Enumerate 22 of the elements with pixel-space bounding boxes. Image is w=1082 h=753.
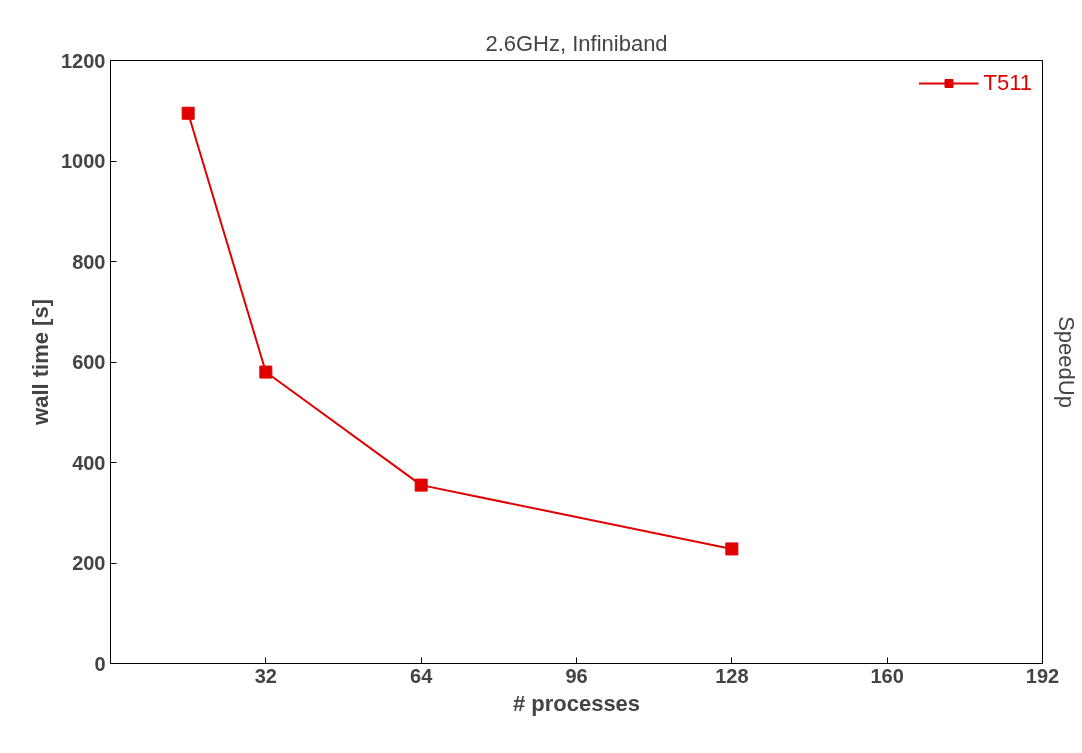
y-tick-label: 1000 — [61, 150, 106, 172]
y-tick-label: 600 — [72, 351, 106, 373]
point — [181, 106, 195, 120]
x-tick-label: 160 — [870, 664, 904, 687]
y2-axis-title: SpeedUp — [1053, 316, 1079, 408]
y-tick-label: 200 — [72, 552, 106, 574]
y-tick-label: 0 — [94, 652, 106, 675]
chart-title: 2.6GHz, Infiniband — [485, 30, 668, 56]
x-tick-label: 96 — [565, 664, 588, 687]
y-axis-title: wall time [s] — [28, 299, 54, 426]
x-tick-label: 128 — [715, 664, 749, 687]
point — [259, 365, 273, 379]
x-tick-label: 32 — [254, 664, 277, 687]
x-axis-title: # processes — [512, 690, 641, 716]
y-tick-label: 1200 — [61, 49, 106, 72]
x-tick-label: 192 — [1025, 664, 1060, 687]
x-tick-label: 64 — [410, 664, 434, 687]
y-tick-label: 800 — [72, 250, 106, 273]
point — [414, 478, 428, 492]
point — [725, 542, 739, 556]
legend-label: T511 — [983, 70, 1032, 96]
y-tick-label: 400 — [72, 451, 106, 474]
